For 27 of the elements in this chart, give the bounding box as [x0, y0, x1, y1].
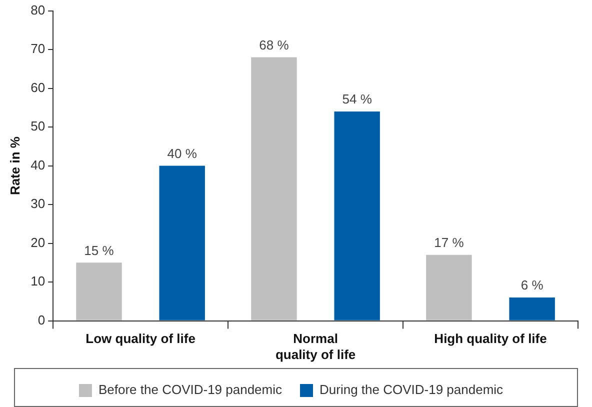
y-tick-label: 40	[30, 157, 46, 172]
x-tick-label: Low quality of life	[86, 331, 196, 346]
legend-label: During the COVID-19 pandemic	[320, 382, 504, 398]
y-tick-label: 30	[30, 196, 46, 212]
y-tick-label: 50	[30, 118, 46, 134]
bar	[251, 57, 297, 320]
data-label: 17 %	[434, 235, 464, 250]
y-tick-label: 70	[30, 41, 46, 56]
y-tick-label: 60	[30, 80, 46, 95]
data-label: 15 %	[84, 242, 114, 258]
data-label: 54 %	[342, 92, 372, 107]
bar	[509, 298, 555, 320]
y-tick-label: 10	[30, 274, 46, 289]
bar	[76, 262, 122, 320]
bar	[159, 166, 205, 320]
y-axis-title: Rate in %	[7, 136, 22, 196]
data-label: 40 %	[167, 146, 198, 161]
bar	[426, 254, 472, 320]
bar	[334, 112, 380, 320]
y-tick-label: 20	[30, 234, 46, 250]
legend-label: Before the COVID-19 pandemic	[98, 382, 283, 398]
data-label: 68 %	[259, 37, 290, 52]
x-tick-label: Normal quality of life	[275, 331, 356, 362]
x-tick-label: High quality of life	[434, 331, 547, 346]
data-label: 6 %	[520, 278, 544, 293]
y-tick-label: 0	[38, 312, 46, 328]
y-tick-label: 80	[30, 2, 46, 18]
